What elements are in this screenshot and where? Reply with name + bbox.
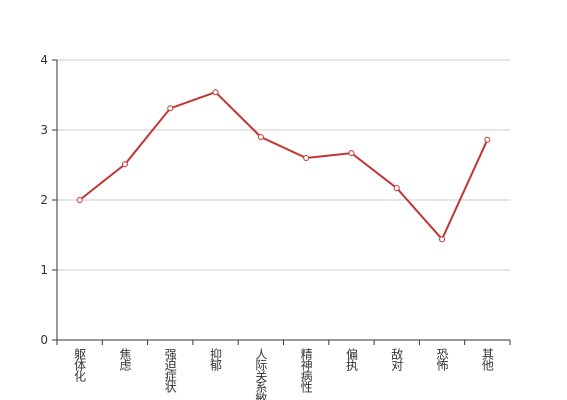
- line: [79, 91, 489, 242]
- x-tick-label: 敌对: [390, 347, 404, 371]
- x-tick-label: 偏执: [344, 347, 358, 372]
- x-tick-label: 焦虑: [118, 348, 132, 371]
- point: [212, 89, 219, 96]
- y-tick-label: 2: [40, 193, 48, 207]
- x-tick-label: 人际关系敏感: [254, 348, 268, 400]
- point: [484, 136, 491, 143]
- point: [257, 134, 264, 140]
- point: [393, 185, 400, 192]
- x-tick-label: 强迫症状: [163, 348, 177, 393]
- point: [121, 161, 128, 168]
- y-tick-label: 3: [40, 123, 48, 137]
- x-tick-label: 精神病性: [299, 348, 313, 394]
- point: [167, 105, 174, 112]
- x-tick-label: 恐怖: [435, 348, 449, 371]
- y-tick-label: 0: [40, 333, 48, 347]
- x-tick-label: 其他: [480, 348, 494, 371]
- point: [348, 150, 355, 157]
- y-tick-label: 1: [40, 263, 48, 277]
- point: [439, 236, 446, 243]
- point: [303, 155, 310, 161]
- y-tick-label: 4: [40, 53, 48, 67]
- x-tick-label: 抑郁: [209, 347, 223, 372]
- point: [76, 197, 83, 203]
- x-tick-label: 躯体化: [73, 347, 87, 383]
